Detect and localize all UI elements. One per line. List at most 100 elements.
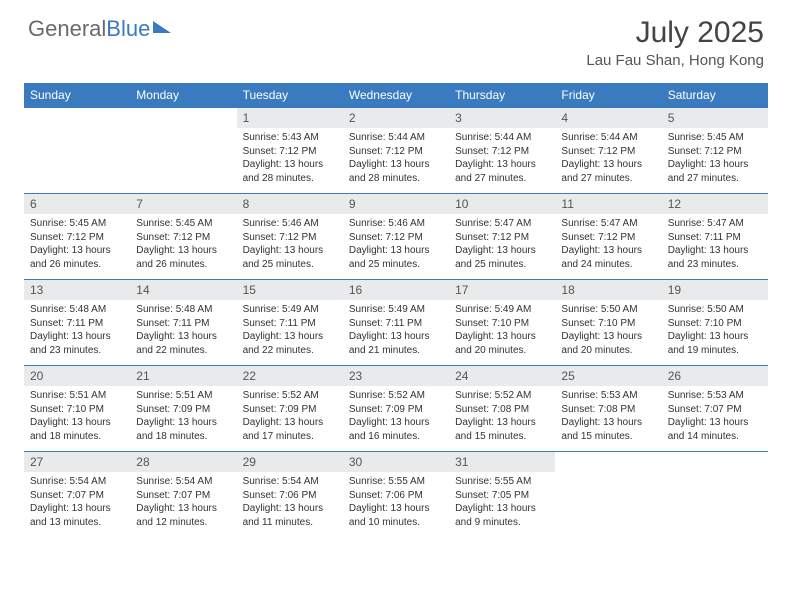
day-number: 15 xyxy=(237,280,343,300)
day-cell: 24Sunrise: 5:52 AMSunset: 7:08 PMDayligh… xyxy=(449,366,555,452)
day-body: Sunrise: 5:49 AMSunset: 7:11 PMDaylight:… xyxy=(237,300,343,360)
day-number: 5 xyxy=(662,108,768,128)
day-cell: 21Sunrise: 5:51 AMSunset: 7:09 PMDayligh… xyxy=(130,366,236,452)
day-number: 23 xyxy=(343,366,449,386)
daylight-line: Daylight: 13 hours and 12 minutes. xyxy=(136,502,230,529)
sunrise-line: Sunrise: 5:44 AM xyxy=(455,131,549,145)
day-number: 10 xyxy=(449,194,555,214)
sunset-line: Sunset: 7:05 PM xyxy=(455,489,549,503)
brand-logo: GeneralBlue xyxy=(28,16,171,42)
day-number: 7 xyxy=(130,194,236,214)
daylight-line: Daylight: 13 hours and 22 minutes. xyxy=(243,330,337,357)
day-body: Sunrise: 5:55 AMSunset: 7:06 PMDaylight:… xyxy=(343,472,449,532)
daylight-line: Daylight: 13 hours and 14 minutes. xyxy=(668,416,762,443)
day-number: 21 xyxy=(130,366,236,386)
day-cell: 23Sunrise: 5:52 AMSunset: 7:09 PMDayligh… xyxy=(343,366,449,452)
daylight-line: Daylight: 13 hours and 26 minutes. xyxy=(30,244,124,271)
sunset-line: Sunset: 7:11 PM xyxy=(349,317,443,331)
sunrise-line: Sunrise: 5:44 AM xyxy=(561,131,655,145)
sunset-line: Sunset: 7:12 PM xyxy=(243,145,337,159)
sunset-line: Sunset: 7:12 PM xyxy=(243,231,337,245)
day-cell: 2Sunrise: 5:44 AMSunset: 7:12 PMDaylight… xyxy=(343,108,449,194)
day-body: Sunrise: 5:53 AMSunset: 7:08 PMDaylight:… xyxy=(555,386,661,446)
day-number: 28 xyxy=(130,452,236,472)
sunrise-line: Sunrise: 5:53 AM xyxy=(561,389,655,403)
day-number: 8 xyxy=(237,194,343,214)
daylight-line: Daylight: 13 hours and 18 minutes. xyxy=(30,416,124,443)
sunrise-line: Sunrise: 5:55 AM xyxy=(455,475,549,489)
sunrise-line: Sunrise: 5:49 AM xyxy=(455,303,549,317)
sunrise-line: Sunrise: 5:45 AM xyxy=(668,131,762,145)
sunset-line: Sunset: 7:06 PM xyxy=(243,489,337,503)
day-number: 26 xyxy=(662,366,768,386)
sunset-line: Sunset: 7:12 PM xyxy=(455,145,549,159)
day-of-week-row: SundayMondayTuesdayWednesdayThursdayFrid… xyxy=(24,83,768,108)
brand-part2: Blue xyxy=(106,16,150,42)
sunrise-line: Sunrise: 5:52 AM xyxy=(243,389,337,403)
sunrise-line: Sunrise: 5:51 AM xyxy=(30,389,124,403)
day-body: Sunrise: 5:50 AMSunset: 7:10 PMDaylight:… xyxy=(662,300,768,360)
day-body: Sunrise: 5:48 AMSunset: 7:11 PMDaylight:… xyxy=(24,300,130,360)
daylight-line: Daylight: 13 hours and 21 minutes. xyxy=(349,330,443,357)
sunset-line: Sunset: 7:12 PM xyxy=(136,231,230,245)
sunset-line: Sunset: 7:12 PM xyxy=(561,231,655,245)
day-body: Sunrise: 5:54 AMSunset: 7:07 PMDaylight:… xyxy=(24,472,130,532)
sunrise-line: Sunrise: 5:43 AM xyxy=(243,131,337,145)
day-cell: 4Sunrise: 5:44 AMSunset: 7:12 PMDaylight… xyxy=(555,108,661,194)
day-cell: 7 Sunrise: 5:45 AMSunset: 7:12 PMDaylight… xyxy=(130,194,236,280)
week-row: 6Sunrise: 5:45 AMSunset: 7:12 PMDaylight… xyxy=(24,194,768,280)
day-number: 31 xyxy=(449,452,555,472)
sunset-line: Sunset: 7:10 PM xyxy=(455,317,549,331)
day-cell: 28Sunrise: 5:54 AMSunset: 7:07 PMDayligh… xyxy=(130,452,236,538)
sunrise-line: Sunrise: 5:47 AM xyxy=(668,217,762,231)
sunset-line: Sunset: 7:10 PM xyxy=(561,317,655,331)
daylight-line: Daylight: 13 hours and 10 minutes. xyxy=(349,502,443,529)
day-cell: 12Sunrise: 5:47 AMSunset: 7:11 PMDayligh… xyxy=(662,194,768,280)
daylight-line: Daylight: 13 hours and 17 minutes. xyxy=(243,416,337,443)
day-cell: 22Sunrise: 5:52 AMSunset: 7:09 PMDayligh… xyxy=(237,366,343,452)
day-number: 27 xyxy=(24,452,130,472)
sunrise-line: Sunrise: 5:46 AM xyxy=(243,217,337,231)
sunset-line: Sunset: 7:11 PM xyxy=(30,317,124,331)
sunrise-line: Sunrise: 5:46 AM xyxy=(349,217,443,231)
sunset-line: Sunset: 7:07 PM xyxy=(668,403,762,417)
sunrise-line: Sunrise: 5:45 AM xyxy=(136,217,230,231)
daylight-line: Daylight: 13 hours and 27 minutes. xyxy=(668,158,762,185)
daylight-line: Daylight: 13 hours and 23 minutes. xyxy=(30,330,124,357)
daylight-line: Daylight: 13 hours and 19 minutes. xyxy=(668,330,762,357)
sunrise-line: Sunrise: 5:44 AM xyxy=(349,131,443,145)
day-body: Sunrise: 5:46 AMSunset: 7:12 PMDaylight:… xyxy=(343,214,449,274)
sunrise-line: Sunrise: 5:51 AM xyxy=(136,389,230,403)
daylight-line: Daylight: 13 hours and 26 minutes. xyxy=(136,244,230,271)
day-body: Sunrise: 5:44 AMSunset: 7:12 PMDaylight:… xyxy=(343,128,449,188)
day-number: 9 xyxy=(343,194,449,214)
day-body: Sunrise: 5:54 AMSunset: 7:07 PMDaylight:… xyxy=(130,472,236,532)
day-body: Sunrise: 5:53 AMSunset: 7:07 PMDaylight:… xyxy=(662,386,768,446)
day-body: Sunrise: 5:52 AMSunset: 7:08 PMDaylight:… xyxy=(449,386,555,446)
daylight-line: Daylight: 13 hours and 25 minutes. xyxy=(243,244,337,271)
day-cell xyxy=(130,108,236,194)
day-number: 3 xyxy=(449,108,555,128)
sunrise-line: Sunrise: 5:47 AM xyxy=(455,217,549,231)
day-body: Sunrise: 5:47 AMSunset: 7:12 PMDaylight:… xyxy=(555,214,661,274)
day-cell: 11Sunrise: 5:47 AMSunset: 7:12 PMDayligh… xyxy=(555,194,661,280)
day-cell: 30Sunrise: 5:55 AMSunset: 7:06 PMDayligh… xyxy=(343,452,449,538)
day-number: 1 xyxy=(237,108,343,128)
day-cell: 18Sunrise: 5:50 AMSunset: 7:10 PMDayligh… xyxy=(555,280,661,366)
sunrise-line: Sunrise: 5:50 AM xyxy=(561,303,655,317)
day-cell: 6Sunrise: 5:45 AMSunset: 7:12 PMDaylight… xyxy=(24,194,130,280)
sunset-line: Sunset: 7:11 PM xyxy=(668,231,762,245)
sunrise-line: Sunrise: 5:53 AM xyxy=(668,389,762,403)
day-cell xyxy=(555,452,661,538)
daylight-line: Daylight: 13 hours and 27 minutes. xyxy=(561,158,655,185)
title-block: July 2025 Lau Fau Shan, Hong Kong xyxy=(586,16,764,69)
day-number: 11 xyxy=(555,194,661,214)
sunrise-line: Sunrise: 5:47 AM xyxy=(561,217,655,231)
day-number: 17 xyxy=(449,280,555,300)
day-cell: 25Sunrise: 5:53 AMSunset: 7:08 PMDayligh… xyxy=(555,366,661,452)
day-cell: 16Sunrise: 5:49 AMSunset: 7:11 PMDayligh… xyxy=(343,280,449,366)
day-number: 13 xyxy=(24,280,130,300)
sunset-line: Sunset: 7:10 PM xyxy=(668,317,762,331)
brand-sail-icon xyxy=(153,21,171,33)
day-body: Sunrise: 5:49 AMSunset: 7:10 PMDaylight:… xyxy=(449,300,555,360)
